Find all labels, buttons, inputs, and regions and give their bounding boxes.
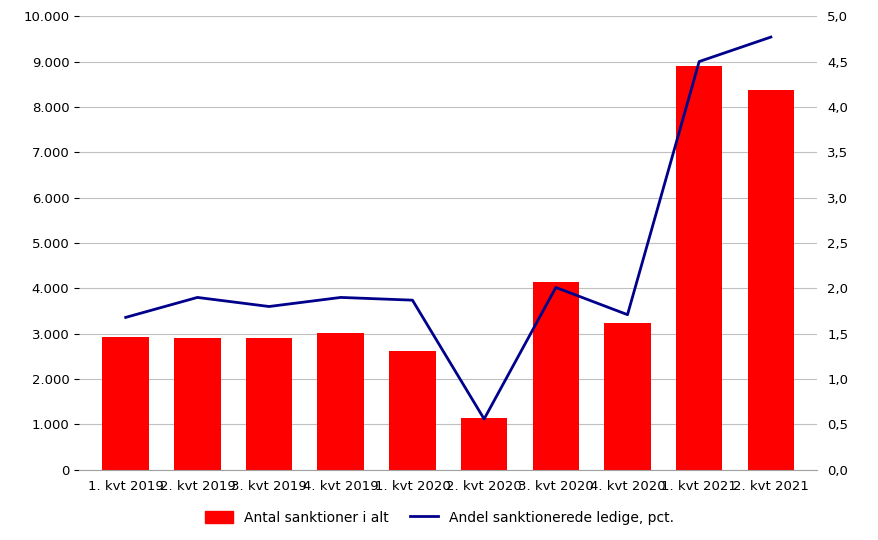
Bar	[317, 333, 363, 470]
Bar	[389, 351, 435, 470]
Bar	[675, 66, 722, 470]
Bar	[246, 338, 292, 470]
Bar	[103, 337, 149, 470]
Legend: Antal sanktioner i alt, Andel sanktionerede ledige, pct.: Antal sanktioner i alt, Andel sanktioner…	[199, 505, 679, 530]
Bar	[746, 90, 793, 470]
Bar	[603, 323, 650, 470]
Bar	[174, 338, 220, 470]
Bar	[460, 418, 507, 470]
Bar	[532, 281, 579, 470]
